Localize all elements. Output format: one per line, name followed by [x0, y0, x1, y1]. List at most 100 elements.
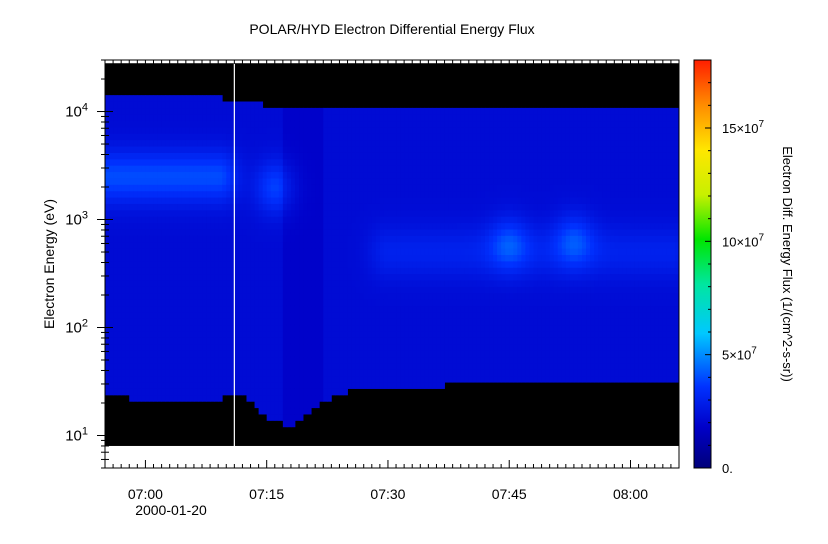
heatmap-cell — [303, 318, 308, 326]
heatmap-cell — [202, 152, 207, 160]
heatmap-cell — [327, 127, 332, 134]
heatmap-cell — [125, 222, 130, 230]
heatmap-cell — [416, 127, 421, 134]
heatmap-cell — [476, 127, 482, 134]
heatmap-cell — [137, 235, 142, 243]
heatmap-cell — [202, 254, 207, 262]
heatmap-cell — [347, 375, 352, 383]
heatmap-cell — [258, 248, 264, 255]
heatmap-cell — [109, 139, 114, 147]
heatmap-cell — [278, 178, 284, 185]
heatmap-cell — [501, 235, 506, 243]
heatmap-cell — [270, 235, 276, 243]
heatmap-cell — [444, 107, 449, 115]
heatmap-cell — [323, 280, 328, 287]
heatmap-cell — [327, 120, 332, 128]
heatmap-cell — [214, 375, 219, 383]
heatmap-cell — [242, 146, 247, 153]
heatmap-cell — [420, 133, 425, 141]
heatmap-cell — [250, 280, 255, 287]
heatmap-cell — [464, 216, 470, 224]
heatmap-cell — [476, 107, 482, 115]
heatmap-cell — [214, 241, 219, 249]
heatmap-cell — [197, 324, 203, 332]
heatmap-cell — [408, 305, 413, 313]
heatmap-cell — [294, 158, 300, 166]
heatmap-cell — [282, 369, 288, 377]
heatmap-cell — [351, 356, 357, 364]
heatmap-cell — [157, 197, 162, 204]
heatmap-cell — [294, 241, 300, 249]
heatmap-cell — [375, 375, 381, 383]
heatmap-cell — [185, 382, 191, 389]
heatmap-cell — [408, 165, 413, 173]
heatmap-cell — [513, 146, 518, 153]
heatmap-cell — [375, 267, 381, 275]
heatmap-cell — [226, 235, 231, 243]
heatmap-cell — [303, 127, 308, 134]
heatmap-cell — [238, 305, 243, 313]
heatmap-cell — [456, 197, 462, 204]
heatmap-cell — [533, 146, 538, 153]
heatmap-cell — [448, 197, 454, 204]
heatmap-cell — [412, 363, 417, 370]
heatmap-cell — [121, 369, 126, 377]
heatmap-cell — [432, 241, 437, 249]
heatmap-cell — [246, 165, 251, 173]
heatmap-cell — [472, 178, 478, 185]
heatmap-cell — [129, 229, 134, 236]
heatmap-cell — [392, 324, 397, 332]
heatmap-cell — [197, 273, 203, 281]
heatmap-cell — [234, 388, 239, 396]
heatmap-cell — [294, 222, 300, 230]
heatmap-cell — [210, 203, 215, 211]
heatmap-cell — [432, 127, 437, 134]
heatmap-cell — [347, 139, 352, 147]
heatmap-cell — [129, 280, 134, 287]
heatmap-cell — [420, 178, 425, 185]
heatmap-cell — [375, 216, 381, 224]
heatmap-cell — [311, 260, 316, 268]
heatmap-cell — [497, 152, 502, 160]
heatmap-cell — [476, 235, 482, 243]
heatmap-cell — [339, 139, 344, 147]
heatmap-cell — [109, 363, 114, 370]
heatmap-cell — [250, 382, 255, 389]
heatmap-cell — [262, 312, 268, 319]
heatmap-cell — [193, 216, 199, 224]
heatmap-cell — [468, 229, 474, 236]
heatmap-cell — [129, 292, 134, 300]
heatmap-cell — [452, 190, 458, 198]
heatmap-cell — [234, 356, 239, 364]
heatmap-cell — [153, 292, 158, 300]
heatmap-cell — [282, 260, 288, 268]
heatmap-cell — [525, 331, 530, 338]
heatmap-cell — [303, 120, 308, 128]
heatmap-cell — [274, 318, 280, 326]
heatmap-cell — [169, 178, 175, 185]
heatmap-cell — [424, 343, 429, 351]
heatmap-cell — [420, 267, 425, 275]
heatmap-cell — [173, 299, 179, 307]
heatmap-cell — [238, 388, 243, 396]
heatmap-cell — [197, 95, 203, 102]
heatmap-cell — [274, 178, 280, 185]
heatmap-cell — [517, 190, 522, 198]
heatmap-cell — [416, 235, 421, 243]
heatmap-cell — [529, 318, 534, 326]
heatmap-cell — [242, 273, 247, 281]
heatmap-cell — [472, 318, 478, 326]
heatmap-cell — [460, 260, 466, 268]
heatmap-cell — [222, 184, 227, 192]
heatmap-cell — [367, 356, 373, 364]
heatmap-cell — [197, 133, 203, 141]
heatmap-cell — [181, 114, 187, 122]
heatmap-cell — [145, 139, 150, 147]
heatmap-cell — [424, 178, 429, 185]
heatmap-cell — [452, 286, 458, 294]
heatmap-cell — [270, 139, 276, 147]
heatmap-cell — [472, 254, 478, 262]
heatmap-cell — [242, 248, 247, 255]
heatmap-cell — [323, 229, 328, 236]
heatmap-cell — [383, 114, 389, 122]
